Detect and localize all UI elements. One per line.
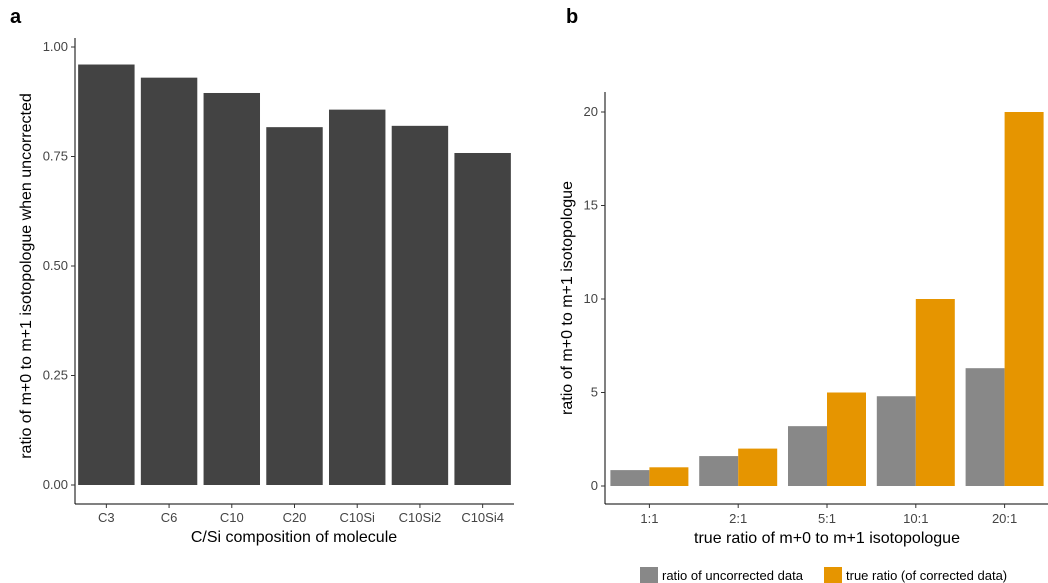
x-tick-label: C10Si (340, 510, 376, 525)
bar-uncorrected-1-1 (610, 470, 650, 486)
y-tick-label: 10 (584, 291, 598, 306)
bar-corrected-10-1 (915, 299, 955, 486)
bar-c10 (203, 92, 261, 486)
bar-uncorrected-20-1 (965, 368, 1005, 486)
legend-label-uncorrected: ratio of uncorrected data (662, 568, 804, 583)
legend: ratio of uncorrected data true ratio (of… (640, 567, 1007, 583)
panel-a-label: a (10, 6, 22, 28)
panel-a-x-ticks: C3 C6 C10 C20 C10Si C10Si2 C10Si4 (98, 504, 504, 525)
bar-uncorrected-2-1 (699, 456, 739, 486)
bar-corrected-2-1 (738, 448, 778, 486)
panel-a-x-axis-title: C/Si composition of molecule (191, 529, 397, 546)
x-tick-label: 10:1 (903, 511, 928, 526)
panel-a-bars (78, 64, 511, 486)
bar-c10si (328, 109, 386, 485)
panel-a-y-axis-title: ratio of m+0 to m+1 isotopologue when un… (18, 93, 35, 459)
panel-b-y-ticks: 0 5 10 15 20 (584, 104, 605, 493)
panel-b-y-axis-title: ratio of m+0 to m+1 isotopologue (559, 181, 576, 415)
panel-a-chart: 0.00 0.25 0.50 0.75 1.00 C3 C6 C10 C20 C10Si C10S… (18, 38, 514, 546)
bar-c3 (78, 64, 135, 486)
bar-uncorrected-10-1 (876, 396, 916, 486)
y-tick-label: 0.75 (43, 149, 68, 164)
y-tick-label: 1.00 (43, 39, 68, 54)
bar-c6 (140, 77, 198, 485)
y-tick-label: 0.50 (43, 258, 68, 273)
bar-corrected-5-1 (827, 392, 866, 486)
y-tick-label: 15 (584, 198, 598, 213)
legend-swatch-uncorrected (640, 567, 658, 583)
panel-b-x-ticks: 1:1 2:1 5:1 10:1 20:1 (640, 504, 1017, 526)
x-tick-label: 5:1 (818, 511, 836, 526)
bar-uncorrected-5-1 (788, 426, 827, 486)
y-tick-label: 0 (591, 478, 598, 493)
panel-b-label: b (566, 6, 578, 28)
bar-corrected-1-1 (649, 467, 689, 486)
x-tick-label: C10Si4 (461, 510, 504, 525)
bar-corrected-20-1 (1004, 112, 1044, 486)
panel-a-y-ticks: 0.00 0.25 0.50 0.75 1.00 (43, 39, 75, 492)
x-tick-label: 1:1 (640, 511, 658, 526)
y-tick-label: 0.00 (43, 477, 68, 492)
x-tick-label: C10 (220, 510, 244, 525)
bar-c20 (266, 127, 323, 486)
x-tick-label: 20:1 (992, 511, 1017, 526)
x-tick-label: C20 (283, 510, 307, 525)
legend-label-corrected: true ratio (of corrected data) (846, 568, 1007, 583)
panel-b-chart: 0 5 10 15 20 1:1 2:1 5:1 10:1 20:1 true ratio of… (559, 92, 1048, 583)
panel-b-x-axis-title: true ratio of m+0 to m+1 isotopologue (694, 530, 960, 547)
x-tick-label: C6 (161, 510, 178, 525)
bar-c10si4 (454, 152, 511, 485)
legend-swatch-corrected (824, 567, 842, 583)
x-tick-label: C10Si2 (399, 510, 442, 525)
x-tick-label: 2:1 (729, 511, 747, 526)
y-tick-label: 0.25 (43, 368, 68, 383)
y-tick-label: 5 (591, 385, 598, 400)
bar-c10si2 (391, 125, 449, 485)
panel-b-bars (610, 112, 1044, 486)
x-tick-label: C3 (98, 510, 115, 525)
y-tick-label: 20 (584, 104, 598, 119)
